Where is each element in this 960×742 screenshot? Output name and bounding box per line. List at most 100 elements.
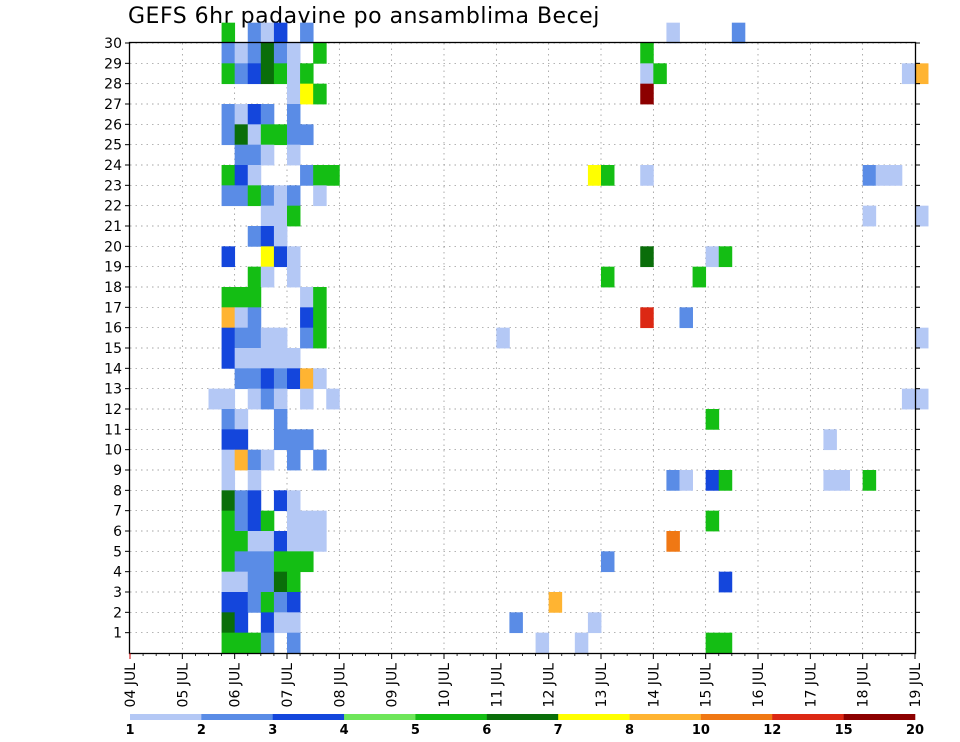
heatmap-cell [287,551,301,573]
heatmap-cell [915,327,929,349]
heatmap-cell [247,592,262,613]
heatmap-cell [247,470,262,491]
heatmap-cell [287,266,301,288]
heatmap-cell [234,490,249,512]
heatmap-cell [666,531,680,552]
heatmap-cell [234,571,249,593]
heatmap-cell [260,531,275,552]
y-tick-label: 15 [104,341,122,357]
heatmap-cell [300,287,314,308]
heatmap-cell [300,551,314,573]
heatmap-cell [234,510,249,532]
x-tick-label: 05 JUL [175,663,191,708]
heatmap-cell [287,429,301,451]
heatmap-cell [287,246,301,268]
heatmap-cell [273,43,288,64]
heatmap-cell [221,43,236,64]
heatmap-cell [287,368,301,390]
heatmap-cell [234,327,249,349]
legend-label: 5 [411,723,420,738]
heatmap-cell [247,571,262,593]
heatmap-cell [221,22,236,44]
heatmap-cell [247,490,262,512]
heatmap-cell [705,409,720,430]
heatmap-cell [221,409,236,430]
legend-label: 6 [482,723,491,738]
heatmap-cell [300,63,314,85]
heatmap-cell [287,144,301,166]
heatmap-cell [247,307,262,329]
heatmap-cell [260,266,275,288]
heatmap-cell [313,531,327,552]
color-legend: 1 2 3 4 5 6 7 8 10 12 15 20 [125,714,924,738]
heatmap-cell [705,632,720,654]
heatmap-cell [313,368,327,390]
heatmap-cell [300,327,314,349]
heatmap-cell [509,612,523,634]
heatmap-cell [273,490,288,512]
heatmap-cell [260,327,275,349]
heatmap-cell [862,165,877,186]
y-tick-label: 24 [104,158,122,174]
y-axis: 1234567891011121314151617181920212223242… [104,36,920,642]
heatmap-cell [234,612,249,634]
heatmap-cell [313,449,327,471]
heatmap-cell [731,22,746,44]
heatmap-cell [862,470,877,491]
legend-label: 10 [692,723,710,738]
heatmap-cell [313,327,327,349]
heatmap-cell [247,104,262,125]
heatmap-cell [640,165,654,186]
heatmap-cell [234,592,249,613]
heatmap-cell [287,571,301,593]
heatmap-cell [260,368,275,390]
heatmap-cell [247,63,262,85]
heatmap-cell [548,592,563,613]
x-tick-label: 18 JUL [856,663,872,708]
y-tick-label: 2 [113,605,122,621]
heatmap-cell [234,104,249,125]
legend-swatch [272,714,345,720]
heatmap-cell [208,388,222,410]
heatmap-cell [221,571,236,593]
y-tick-label: 10 [104,443,122,459]
y-tick-label: 13 [104,382,122,398]
heatmap-cell [300,368,314,390]
heatmap-cell [260,571,275,593]
legend-swatch [558,714,630,720]
heatmap-cell [601,165,615,186]
y-tick-label: 5 [113,544,122,560]
heatmap-cell [273,22,288,44]
heatmap-cell [718,571,733,593]
heatmap-cell [260,510,275,532]
heatmap-cell [287,510,301,532]
heatmap-cell [679,307,693,329]
heatmap-cell [221,510,236,532]
heatmap-cell [287,490,301,512]
heatmap-cell [287,449,301,471]
heatmap-cell [273,63,288,85]
legend-swatch [344,714,416,720]
heatmap-cell [247,185,262,207]
heatmap-cell [313,43,327,64]
heatmap-cell [260,205,275,227]
heatmap-cell [260,612,275,634]
y-tick-label: 6 [113,524,122,540]
x-tick-label: 19 JUL [908,663,924,708]
x-axis: 04 JUL 05 JUL 06 JUL 07 JUL 08 JUL 09 JUL 10 J… [123,653,924,707]
legend-swatch [201,714,274,720]
heatmap-cell [221,429,236,451]
heatmap-cell [273,551,288,573]
x-tick-label: 08 JUL [332,663,348,708]
y-tick-label: 30 [104,36,122,52]
y-tick-label: 19 [104,260,122,276]
heatmap-cell [221,327,236,349]
heatmap-cell [260,185,275,207]
heatmap-cell [234,531,249,552]
heatmap-cell [260,632,275,654]
heatmap-cell [247,165,262,186]
heatmap-cell [287,43,301,64]
heatmap-cell [260,449,275,471]
heatmap-cell [875,165,890,186]
